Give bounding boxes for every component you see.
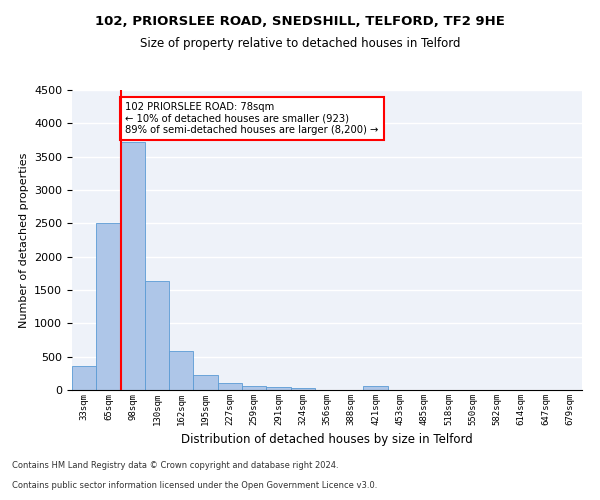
Bar [218,383,242,390]
Bar [193,376,218,390]
Text: Contains HM Land Registry data © Crown copyright and database right 2024.: Contains HM Land Registry data © Crown c… [12,461,338,470]
Text: 102 PRIORSLEE ROAD: 78sqm
← 10% of detached houses are smaller (923)
89% of semi: 102 PRIORSLEE ROAD: 78sqm ← 10% of detac… [125,102,379,135]
Text: 102, PRIORSLEE ROAD, SNEDSHILL, TELFORD, TF2 9HE: 102, PRIORSLEE ROAD, SNEDSHILL, TELFORD,… [95,15,505,28]
Bar [266,387,290,390]
Bar [96,224,121,390]
Bar [242,386,266,390]
Bar [121,142,145,390]
Y-axis label: Number of detached properties: Number of detached properties [19,152,29,328]
Bar [364,386,388,390]
Bar [290,388,315,390]
Bar [72,366,96,390]
Text: Size of property relative to detached houses in Telford: Size of property relative to detached ho… [140,38,460,51]
Bar [169,350,193,390]
Text: Distribution of detached houses by size in Telford: Distribution of detached houses by size … [181,432,473,446]
Bar [145,280,169,390]
Text: Contains public sector information licensed under the Open Government Licence v3: Contains public sector information licen… [12,481,377,490]
